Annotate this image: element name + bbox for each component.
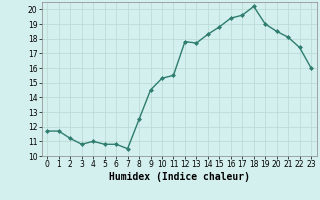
X-axis label: Humidex (Indice chaleur): Humidex (Indice chaleur): [109, 172, 250, 182]
